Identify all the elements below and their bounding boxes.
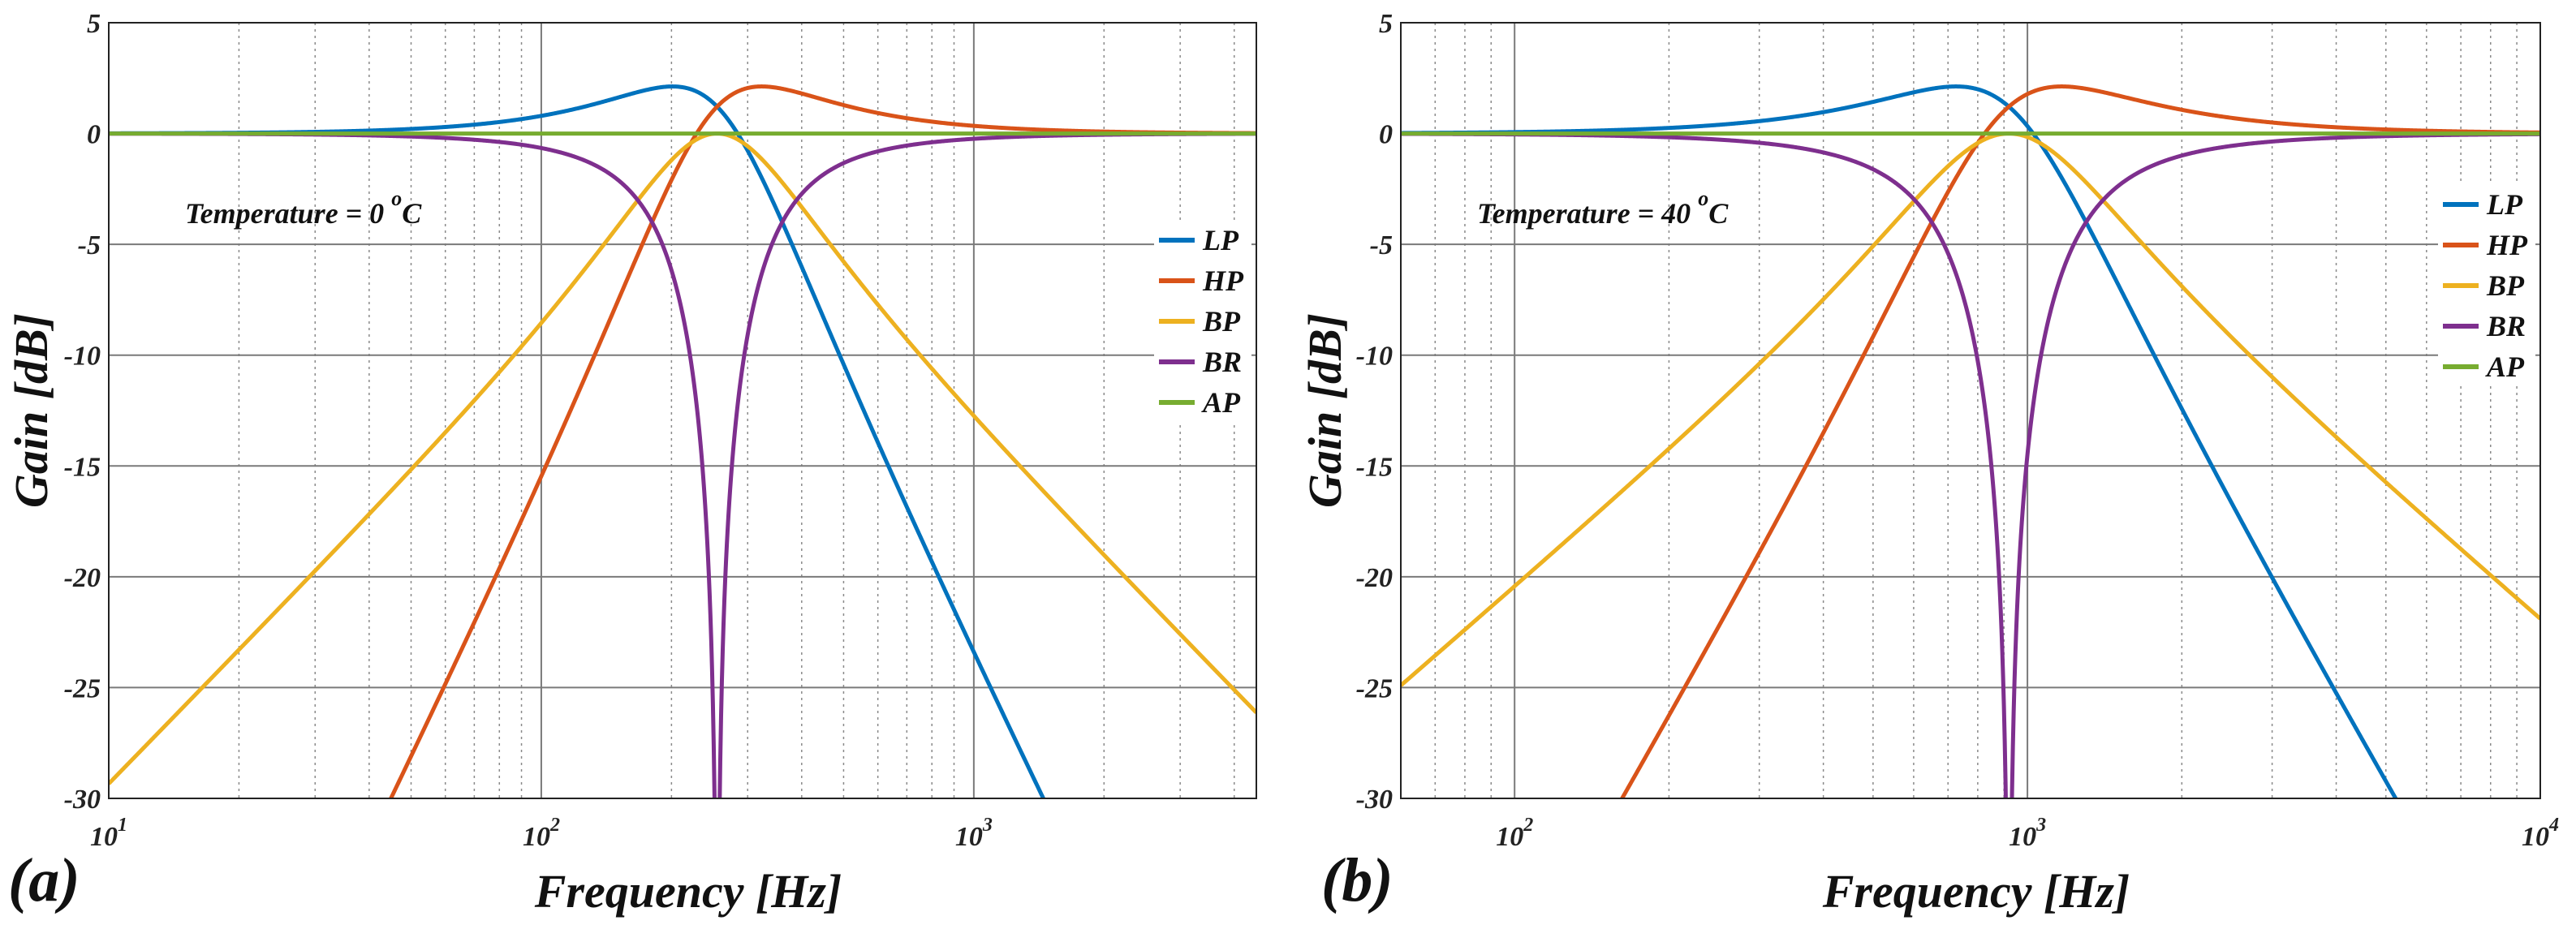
y-tick-label: -5 bbox=[78, 230, 101, 260]
series-line-bp bbox=[1401, 131, 2540, 687]
series-lines bbox=[1401, 84, 2540, 798]
series-line-bp bbox=[109, 131, 1256, 785]
legend: LP HP BP BR AP bbox=[1154, 221, 1251, 422]
y-tick-label: 5 bbox=[87, 9, 101, 39]
y-axis-label: Gain [dB] bbox=[1299, 313, 1351, 508]
legend-label-ap: AP bbox=[1201, 386, 1241, 419]
legend-label-bp: BP bbox=[2486, 269, 2525, 302]
temperature-annotation: Temperature = 40 oC bbox=[1477, 187, 1729, 230]
x-axis-label: Frequency [Hz] bbox=[1822, 865, 2130, 918]
legend-label-ap: AP bbox=[2485, 351, 2525, 383]
y-tick-label: -20 bbox=[1356, 563, 1393, 593]
y-tick-label: 5 bbox=[1379, 9, 1393, 39]
y-tick-label: -10 bbox=[1356, 342, 1393, 372]
x-tick-label: 104 bbox=[2522, 815, 2559, 852]
y-tick-label: -25 bbox=[1356, 673, 1393, 703]
y-axis-label: Gain [dB] bbox=[5, 313, 58, 508]
plot-frame bbox=[1400, 22, 2541, 799]
plot-frame bbox=[108, 22, 1257, 799]
plot-area bbox=[109, 23, 1256, 798]
series-line-hp bbox=[388, 84, 1256, 798]
legend-label-hp: HP bbox=[1202, 265, 1244, 297]
y-tick-label: 0 bbox=[1379, 120, 1393, 150]
temperature-annotation: Temperature = 0 oC bbox=[185, 187, 422, 230]
plot-area bbox=[1401, 23, 2540, 798]
y-tick-label: -15 bbox=[64, 452, 101, 482]
y-tick-label: -30 bbox=[1356, 785, 1393, 815]
panel-label: (a) bbox=[8, 846, 80, 914]
y-tick-label: 0 bbox=[87, 120, 101, 150]
x-tick-label: 103 bbox=[2009, 815, 2046, 852]
panel-label: (b) bbox=[1321, 846, 1394, 914]
series-lines bbox=[109, 84, 1256, 798]
y-tick-label: -15 bbox=[1356, 452, 1393, 482]
x-tick-label: 103 bbox=[955, 815, 993, 852]
chart-panel-b: 5 0 -5 -10 -15 -20 -25 -30 102 103 104 Frequency [H… bbox=[1299, 9, 2559, 918]
legend: LP HP BP BR AP bbox=[2438, 185, 2535, 386]
series-line-hp bbox=[1619, 84, 2540, 798]
y-tick-label: -30 bbox=[64, 785, 101, 815]
y-tick-label: -25 bbox=[64, 673, 101, 703]
y-tick-label: -5 bbox=[1370, 230, 1393, 260]
legend-label-br: BR bbox=[1202, 346, 1242, 378]
legend-label-lp: LP bbox=[1202, 224, 1239, 256]
legend-label-bp: BP bbox=[1202, 305, 1241, 338]
legend-label-lp: LP bbox=[2486, 188, 2523, 221]
series-line-lp bbox=[1401, 84, 2398, 798]
x-tick-label: 102 bbox=[1496, 815, 1533, 852]
x-tick-label: 101 bbox=[90, 815, 127, 852]
legend-label-br: BR bbox=[2486, 310, 2526, 342]
x-axis-label: Frequency [Hz] bbox=[534, 865, 842, 918]
y-tick-label: -10 bbox=[64, 342, 101, 372]
x-tick-label: 102 bbox=[523, 815, 560, 852]
y-tick-label: -20 bbox=[64, 563, 101, 593]
legend-label-hp: HP bbox=[2486, 229, 2528, 261]
